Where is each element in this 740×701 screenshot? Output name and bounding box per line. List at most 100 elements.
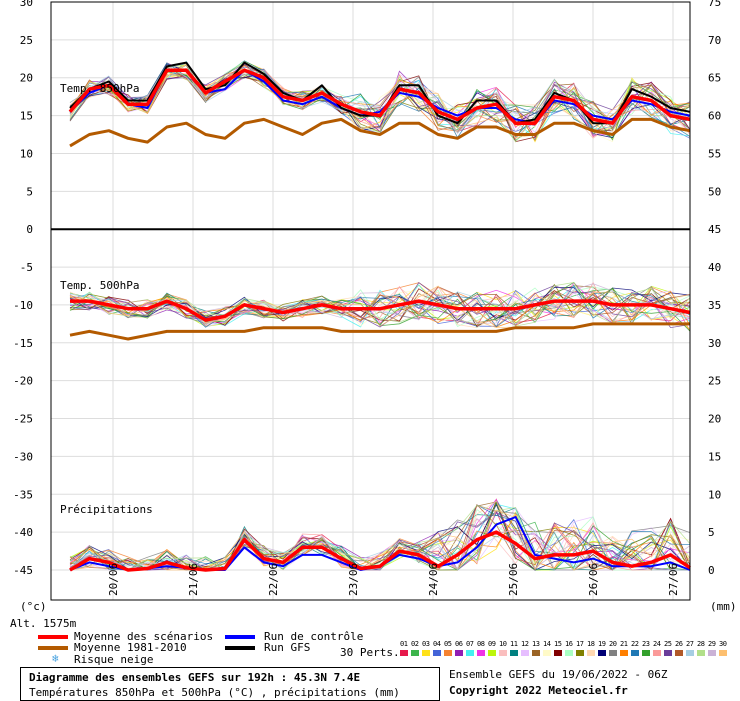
ensemble-member-line bbox=[69, 529, 690, 571]
ensemble-member-line bbox=[69, 63, 691, 139]
ensemble-member-line bbox=[69, 283, 690, 326]
pert-number: 01 bbox=[400, 640, 408, 648]
pert-number: 17 bbox=[576, 640, 584, 648]
left-tick-label: 30 bbox=[20, 0, 33, 9]
series-line-precip bbox=[69, 530, 691, 572]
left-tick-label: 20 bbox=[20, 72, 33, 85]
pert-swatch bbox=[499, 650, 507, 656]
series-line-t500 bbox=[70, 299, 691, 322]
unit-right: (mm) bbox=[710, 600, 737, 613]
ensemble-member-line bbox=[69, 501, 690, 571]
legend-control-run: Run de contrôle bbox=[264, 630, 364, 643]
left-tick-label: -10 bbox=[13, 299, 33, 312]
grid-layer bbox=[51, 1, 690, 600]
left-tick-label: 15 bbox=[20, 110, 33, 123]
copyright: Copyright 2022 Meteociel.fr bbox=[449, 684, 628, 697]
pert-number: 03 bbox=[422, 640, 430, 648]
pert-swatch bbox=[433, 650, 441, 656]
x-tick-label: 27/06 bbox=[667, 563, 680, 596]
pert-swatch bbox=[697, 650, 705, 656]
pert-number: 30 bbox=[719, 640, 727, 648]
pert-swatch bbox=[488, 650, 496, 656]
right-tick-label-top: 70 bbox=[708, 34, 721, 47]
pert-number: 13 bbox=[532, 640, 540, 648]
pert-swatch bbox=[598, 650, 606, 656]
legend-swatch-mean-climate bbox=[38, 646, 68, 650]
pert-number: 10 bbox=[499, 640, 507, 648]
x-tick-label: 21/06 bbox=[187, 563, 200, 596]
pert-swatch bbox=[653, 650, 661, 656]
ensemble-member-line bbox=[69, 282, 691, 329]
panel-label-precip: Précipitations bbox=[60, 503, 153, 516]
ensemble-member-line bbox=[69, 522, 691, 571]
left-tick-label: -40 bbox=[13, 526, 33, 539]
pert-swatch bbox=[543, 650, 551, 656]
legend-mean-climate: Moyenne 1981-2010 bbox=[74, 641, 187, 654]
pert-number: 19 bbox=[598, 640, 606, 648]
pert-number: 14 bbox=[543, 640, 551, 648]
ensemble-member-line bbox=[69, 509, 691, 571]
right-tick-label-bottom: 35 bbox=[708, 299, 721, 312]
right-tick-label-top: 75 bbox=[708, 0, 721, 9]
pert-number: 02 bbox=[411, 640, 419, 648]
panel-label-t500: Temp. 500hPa bbox=[60, 279, 140, 292]
pert-number: 29 bbox=[708, 640, 716, 648]
right-tick-label-bottom: 30 bbox=[708, 337, 721, 350]
axis-layer: 302520151050-5-10-15-20-25-30-35-40-4575… bbox=[13, 0, 721, 601]
legend-swatch-gfs-run bbox=[225, 646, 255, 650]
legend-gfs-run: Run GFS bbox=[264, 641, 311, 654]
x-tick-label: 26/06 bbox=[587, 563, 600, 596]
right-tick-label-top: 50 bbox=[708, 185, 721, 198]
x-tick-label: 20/06 bbox=[107, 563, 120, 596]
right-tick-label-bottom: 25 bbox=[708, 375, 721, 388]
ensemble-member-line bbox=[69, 68, 691, 139]
pert-number: 25 bbox=[664, 640, 672, 648]
right-tick-label-bottom: 15 bbox=[708, 450, 721, 463]
x-tick-label: 25/06 bbox=[507, 563, 520, 596]
legend-mean-scenarios: Moyenne des scénarios bbox=[74, 630, 214, 643]
pert-swatch bbox=[422, 650, 430, 656]
left-tick-label: -25 bbox=[13, 413, 33, 426]
pert-number: 07 bbox=[466, 640, 474, 648]
pert-number: 21 bbox=[620, 640, 628, 648]
pert-swatch bbox=[708, 650, 716, 656]
pert-swatch bbox=[642, 650, 650, 656]
right-tick-label-bottom: 5 bbox=[708, 526, 715, 539]
x-tick-label: 24/06 bbox=[427, 563, 440, 596]
pert-number: 11 bbox=[510, 640, 518, 648]
pert-number: 23 bbox=[642, 640, 650, 648]
left-tick-label: 25 bbox=[20, 34, 33, 47]
pert-number: 05 bbox=[444, 640, 452, 648]
pert-swatch bbox=[664, 650, 672, 656]
legend-swatch-mean-scenarios bbox=[38, 635, 68, 639]
run-info: Ensemble GEFS du 19/06/2022 - 06Z bbox=[449, 668, 668, 681]
caption-box: Diagramme des ensembles GEFS sur 192h : … bbox=[20, 667, 440, 701]
ensemble-members-layer bbox=[69, 60, 691, 572]
right-tick-label-bottom: 0 bbox=[708, 564, 715, 577]
pert-swatch bbox=[719, 650, 727, 656]
left-tick-label: 10 bbox=[20, 147, 33, 160]
pert-number: 09 bbox=[488, 640, 496, 648]
right-tick-label-bottom: 10 bbox=[708, 488, 721, 501]
pert-swatch bbox=[477, 650, 485, 656]
pert-number: 27 bbox=[686, 640, 694, 648]
ensemble-member-line bbox=[69, 282, 691, 327]
pert-number: 20 bbox=[609, 640, 617, 648]
right-tick-label-top: 55 bbox=[708, 147, 721, 160]
unit-left: (°c) bbox=[20, 600, 47, 613]
pert-swatch bbox=[620, 650, 628, 656]
pert-number: 18 bbox=[587, 640, 595, 648]
pert-swatch bbox=[532, 650, 540, 656]
pert-number: 08 bbox=[477, 640, 485, 648]
right-tick-label-bottom: 20 bbox=[708, 413, 721, 426]
left-tick-label: -5 bbox=[20, 261, 33, 274]
series-line-t500 bbox=[69, 322, 690, 341]
pert-number: 12 bbox=[521, 640, 529, 648]
pert-swatch bbox=[675, 650, 683, 656]
caption-title: Diagramme des ensembles GEFS sur 192h : … bbox=[29, 671, 361, 684]
right-tick-label-top: 45 bbox=[708, 223, 721, 236]
pert-number: 06 bbox=[455, 640, 463, 648]
plot-frame bbox=[50, 1, 691, 601]
pert-swatch bbox=[554, 650, 562, 656]
